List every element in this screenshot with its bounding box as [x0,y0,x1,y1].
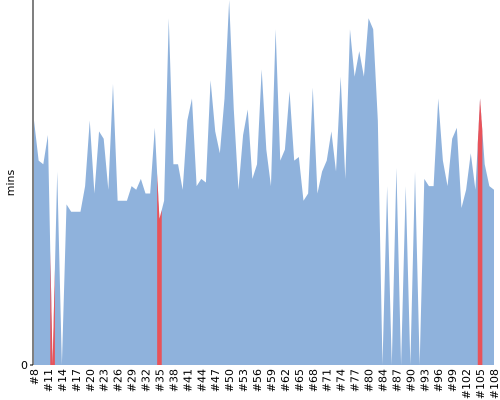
x-tick-label: #68 [307,369,320,392]
x-tick-label: #20 [84,369,97,392]
y-tick-label: 0 [21,359,28,372]
x-tick-label: #90 [404,369,417,392]
x-tick-label: #53 [237,369,250,392]
x-tick-label: #105 [474,369,487,399]
x-tick-label: #80 [363,369,376,392]
x-tick-label: #56 [251,369,264,392]
x-tick-label: #50 [223,369,236,392]
x-tick-label: #93 [418,369,431,392]
x-tick-label: #44 [195,369,208,392]
x-tick-label: #32 [140,369,153,392]
x-tick-label: #17 [70,369,83,392]
x-tick-label: #23 [98,369,111,392]
x-tick-label: #74 [335,369,348,392]
x-tick-label: #14 [56,369,69,392]
x-tick-label: #47 [209,369,222,392]
highlight-area [477,98,483,365]
x-tick-label: #35 [153,369,166,392]
x-tick-label: #87 [390,369,403,392]
x-tick-label: #41 [181,369,194,392]
x-tick-label: #62 [279,369,292,392]
x-tick-label: #29 [126,369,139,392]
y-axis-label: mins [4,169,17,196]
x-tick-label: #38 [167,369,180,392]
x-tick-label: #77 [349,369,362,392]
highlight-area [50,251,55,365]
x-tick-label: #11 [42,369,55,392]
x-tick-label: #59 [265,369,278,392]
x-tick-label: #8 [28,369,41,385]
highlight-area [157,173,162,365]
x-tick-label: #96 [432,369,445,392]
x-tick-label: #84 [376,369,389,392]
x-tick-label: #26 [112,369,125,392]
x-tick-label: #65 [293,369,306,392]
x-tick-label: #102 [460,369,473,399]
x-tick-label: #108 [488,369,500,399]
x-tick-label: #99 [446,369,459,392]
x-tick-label: #71 [321,369,334,392]
area [34,0,494,365]
